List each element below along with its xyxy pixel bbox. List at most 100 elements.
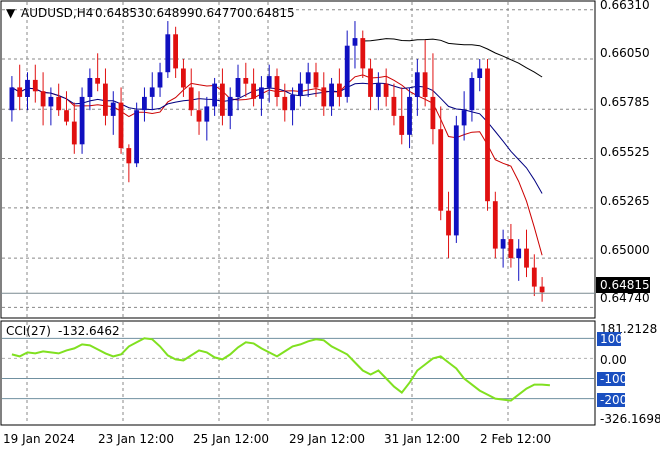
time-tick: 19 Jan 2024: [3, 432, 75, 446]
candle-body: [64, 110, 69, 122]
candle-body: [220, 83, 225, 116]
candle-body: [298, 83, 303, 95]
cci-panel-frame: [0, 320, 596, 426]
cci-value: -132.6462: [58, 324, 120, 338]
candle-body: [337, 83, 342, 97]
candle-body: [414, 72, 420, 97]
candle-body: [71, 121, 77, 145]
open-value: 0.64853: [95, 6, 145, 20]
candle-body: [266, 76, 272, 88]
candle-body: [118, 102, 124, 149]
candle-body: [368, 68, 373, 97]
candle-body: [126, 148, 132, 164]
grid: [2, 2, 594, 424]
candle-body: [25, 79, 30, 97]
candle-body: [48, 96, 54, 107]
candle-body: [9, 87, 15, 111]
candle-body: [500, 239, 506, 249]
candle-body: [157, 72, 163, 88]
level-100-label: 100: [600, 332, 623, 346]
price-tick: 0.64740: [600, 291, 650, 305]
candle-body: [485, 68, 490, 202]
time-tick: 23 Jan 12:00: [98, 432, 174, 446]
cci-scale-min: -326.1698: [600, 412, 660, 426]
level-0-label: 0.00: [600, 353, 627, 367]
candle-body: [17, 87, 23, 97]
candle-body: [79, 96, 85, 145]
price-axis: 0.66310 0.66050 0.65785 0.65525 0.65265 …: [600, 0, 650, 305]
candle-body: [282, 96, 288, 111]
candle-body: [259, 87, 264, 99]
price-tick: 0.65785: [600, 95, 650, 109]
current-price-label: 0.64815: [600, 278, 650, 292]
candle-body: [40, 91, 46, 107]
price-tick: 0.65265: [600, 194, 650, 208]
candle-body: [235, 78, 241, 97]
close-value: 0.64815: [245, 6, 295, 20]
candle-body: [103, 83, 108, 116]
current-price-box: [596, 277, 650, 293]
ma-black-line: [362, 38, 543, 78]
candle-body: [290, 95, 295, 111]
candle-body: [539, 286, 545, 293]
candle-body: [149, 87, 155, 97]
candle-body: [524, 248, 529, 268]
level-minus200-box: [597, 393, 625, 407]
candle-body: [352, 38, 358, 46]
candle-body: [227, 96, 233, 116]
candle-body: [134, 110, 139, 164]
candle-body: [492, 201, 498, 249]
cci-line: [11, 337, 550, 402]
candle-body: [173, 34, 178, 69]
candle-body: [375, 83, 381, 97]
candle-body: [32, 79, 38, 92]
candle-body: [508, 239, 514, 259]
time-tick: 25 Jan 12:00: [193, 432, 269, 446]
candle-body: [165, 34, 171, 73]
main-panel-frame: [0, 0, 596, 319]
price-tick: 0.65000: [600, 243, 650, 257]
candle-body: [181, 68, 186, 88]
candle-body: [196, 110, 202, 122]
level-minus200-label: -200: [600, 393, 627, 407]
candle-body: [461, 110, 467, 126]
low-value: 0.64770: [195, 6, 245, 20]
cci-path: [11, 337, 550, 402]
time-tick: 2 Feb 12:00: [480, 432, 551, 446]
candle-body: [391, 96, 397, 116]
price-tick: 0.66310: [600, 0, 650, 12]
candle-body: [251, 83, 256, 99]
level-100-box: [597, 332, 621, 346]
price-tick: 0.65525: [600, 145, 650, 159]
candle-body: [531, 267, 537, 287]
candle-body: [305, 72, 311, 84]
candle-body: [360, 38, 366, 69]
candle-body: [274, 76, 280, 97]
level-minus100-box: [597, 372, 625, 386]
candle-body: [344, 45, 350, 97]
time-tick: 31 Jan 12:00: [384, 432, 460, 446]
candle-body: [453, 125, 459, 236]
candle-body: [430, 96, 436, 130]
candle-body: [446, 210, 451, 236]
candle-body: [407, 96, 412, 135]
candles[interactable]: [9, 21, 545, 302]
time-axis: 19 Jan 2024 23 Jan 12:00 25 Jan 12:00 29…: [3, 432, 551, 446]
candle-body: [399, 115, 405, 135]
cci-levels: [2, 337, 594, 400]
candle-body: [110, 102, 116, 116]
symbol-label: AUDUSD,H4: [21, 6, 93, 20]
header-arrow-icon[interactable]: ▼: [6, 6, 16, 20]
candle-body: [95, 78, 100, 84]
candle-body: [516, 248, 522, 259]
candle-body: [321, 87, 327, 107]
cci-label: CCI(27): [6, 324, 51, 338]
candle-body: [469, 78, 475, 111]
candle-body: [438, 129, 444, 211]
candle-body: [313, 72, 319, 88]
price-tick: 0.66050: [600, 46, 650, 60]
level-minus100-label: -100: [600, 372, 627, 386]
candle-body: [56, 96, 62, 111]
